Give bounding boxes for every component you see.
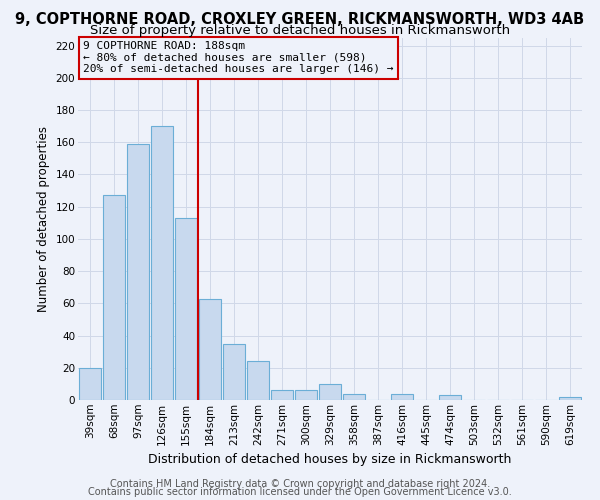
Text: Size of property relative to detached houses in Rickmansworth: Size of property relative to detached ho…: [90, 24, 510, 37]
Y-axis label: Number of detached properties: Number of detached properties: [37, 126, 50, 312]
Bar: [319, 384, 341, 400]
Bar: [175, 218, 197, 400]
Bar: [295, 390, 317, 400]
Bar: [151, 126, 173, 400]
Text: Contains public sector information licensed under the Open Government Licence v3: Contains public sector information licen…: [88, 487, 512, 497]
Bar: [247, 362, 269, 400]
Text: 9 COPTHORNE ROAD: 188sqm
← 80% of detached houses are smaller (598)
20% of semi-: 9 COPTHORNE ROAD: 188sqm ← 80% of detach…: [83, 41, 394, 74]
Bar: [343, 394, 365, 400]
Bar: [391, 394, 413, 400]
Bar: [271, 390, 293, 400]
Text: 9, COPTHORNE ROAD, CROXLEY GREEN, RICKMANSWORTH, WD3 4AB: 9, COPTHORNE ROAD, CROXLEY GREEN, RICKMA…: [16, 12, 584, 28]
Text: Contains HM Land Registry data © Crown copyright and database right 2024.: Contains HM Land Registry data © Crown c…: [110, 479, 490, 489]
Bar: [79, 368, 101, 400]
Bar: [223, 344, 245, 400]
Bar: [127, 144, 149, 400]
X-axis label: Distribution of detached houses by size in Rickmansworth: Distribution of detached houses by size …: [148, 453, 512, 466]
Bar: [199, 298, 221, 400]
Bar: [103, 196, 125, 400]
Bar: [439, 395, 461, 400]
Bar: [559, 397, 581, 400]
